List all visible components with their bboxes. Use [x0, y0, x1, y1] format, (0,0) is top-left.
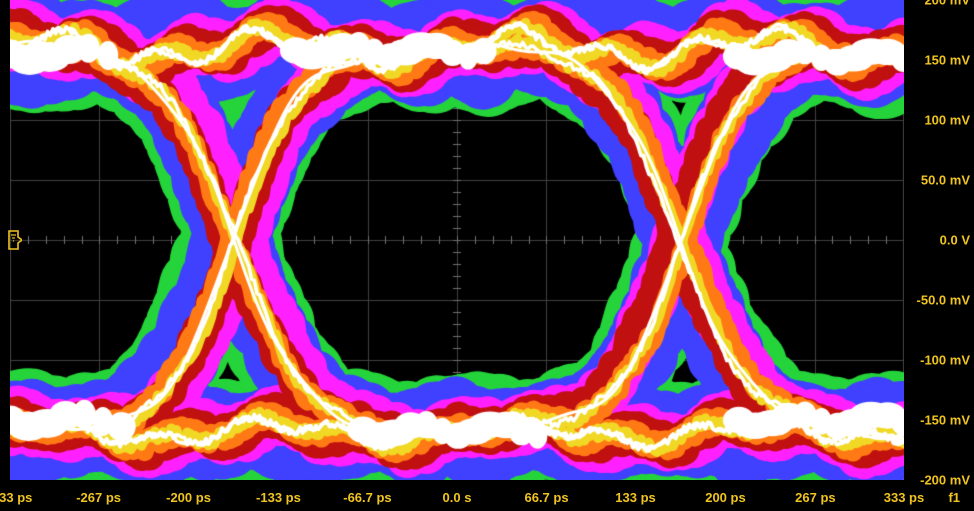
x-axis-tick-label: -267 ps: [76, 490, 121, 505]
x-axis-tick-label: 333 ps: [884, 490, 924, 505]
y-axis-tick-label: -50.0 mV: [917, 293, 970, 308]
y-axis-tick-label: 50.0 mV: [921, 173, 970, 188]
x-axis-tick-label: 267 ps: [795, 490, 835, 505]
y-axis-tick-label: 0.0 V: [940, 233, 970, 248]
y-axis-tick-label: 150 mV: [924, 53, 970, 68]
x-axis-tick-label: 200 ps: [705, 490, 745, 505]
y-axis-tick-label: 200 mV: [924, 0, 970, 8]
y-axis-tick-label: -150 mV: [920, 413, 970, 428]
channel-label: f1: [948, 490, 960, 505]
x-axis-tick-label: 133 ps: [615, 490, 655, 505]
eye-diagram-plot: [10, 0, 904, 480]
y-axis-tick-label: -100 mV: [920, 353, 970, 368]
y-axis-tick-label: 100 mV: [924, 113, 970, 128]
y-axis-tick-label: -200 mV: [920, 473, 970, 488]
x-axis-tick-label: -333 ps: [0, 490, 32, 505]
eye-diagram-canvas: [10, 0, 904, 480]
x-axis-tick-label: -133 ps: [256, 490, 301, 505]
x-axis-tick-label: 66.7 ps: [524, 490, 568, 505]
x-axis-tick-label: -66.7 ps: [343, 490, 391, 505]
x-axis-tick-label: -200 ps: [166, 490, 211, 505]
x-axis-tick-label: 0.0 s: [443, 490, 472, 505]
